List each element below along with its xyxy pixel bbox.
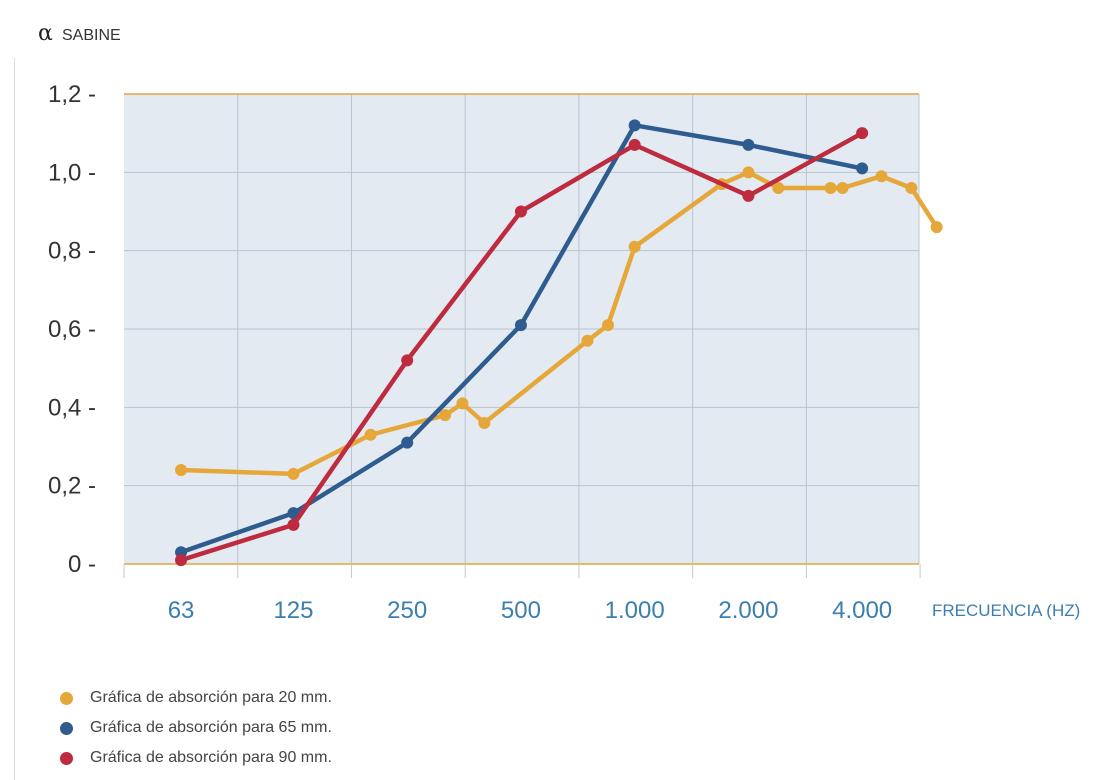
- x-tick-labels: 63 125 250 500 1.000 2.000 4.000: [168, 597, 892, 624]
- y-tick-label: 0,2 -: [48, 473, 96, 500]
- data-point: [742, 166, 755, 179]
- data-point: [364, 428, 377, 441]
- legend-item-65mm: Gráfica de absorción para 65 mm.: [60, 713, 332, 743]
- x-tick-label: 250: [387, 597, 427, 624]
- data-point: [930, 221, 943, 234]
- data-point: [175, 554, 188, 567]
- legend-marker-65mm: [60, 721, 73, 735]
- data-point: [514, 205, 527, 218]
- data-point: [401, 436, 414, 449]
- y-axis-label: SABINE: [62, 27, 121, 44]
- legend-label-65mm: Gráfica de absorción para 65 mm.: [90, 719, 332, 736]
- absorption-chart: α SABINE 0 - 0,2 - 0,4 - 0,6 - 0,8 - 1,0 - 1,2…: [38, 21, 1080, 624]
- legend-item-90mm: Gráfica de absorción para 90 mm.: [60, 743, 332, 773]
- data-point: [581, 334, 594, 347]
- legend-marker-90mm: [60, 751, 73, 765]
- data-point: [628, 138, 641, 151]
- data-point: [287, 507, 300, 520]
- y-tick-label: 0,6 -: [48, 316, 96, 343]
- legend: Gráfica de absorción para 20 mm. Gráfica…: [60, 683, 332, 773]
- x-tick-label: 125: [273, 597, 313, 624]
- data-point: [836, 182, 849, 194]
- y-tick-label: 0,4 -: [48, 394, 96, 421]
- x-tick-label: 63: [168, 597, 195, 624]
- data-point: [287, 467, 300, 480]
- data-point: [742, 189, 755, 202]
- x-tick-label: 2.000: [718, 597, 778, 624]
- data-point: [772, 182, 785, 194]
- data-point: [628, 119, 641, 132]
- data-point: [478, 417, 491, 429]
- data-point: [439, 409, 452, 422]
- data-point: [175, 464, 188, 476]
- data-point: [601, 319, 614, 332]
- x-tick-label: 4.000: [832, 597, 892, 624]
- legend-label-20mm: Gráfica de absorción para 20 mm.: [90, 689, 332, 706]
- y-tick-label: 1,0 -: [48, 159, 96, 186]
- data-point: [456, 397, 469, 410]
- data-point: [824, 182, 837, 194]
- data-point: [514, 319, 527, 332]
- data-point: [401, 354, 414, 367]
- alpha-symbol: α: [38, 21, 53, 46]
- data-point: [856, 127, 869, 140]
- y-tick-label: 1,2 -: [48, 81, 96, 108]
- y-axis-title: α SABINE: [38, 21, 121, 46]
- legend-marker-20mm: [60, 691, 73, 705]
- data-point: [742, 138, 755, 151]
- x-axis-label: FRECUENCIA (HZ): [932, 601, 1080, 620]
- axes: [123, 93, 921, 578]
- data-point: [905, 182, 918, 194]
- legend-item-20mm: Gráfica de absorción para 20 mm.: [60, 683, 332, 713]
- data-point: [628, 240, 641, 253]
- y-tick-label: 0,8 -: [48, 238, 96, 265]
- y-tick-labels: 0 - 0,2 - 0,4 - 0,6 - 0,8 - 1,0 - 1,2 -: [48, 81, 96, 578]
- data-point: [287, 518, 300, 531]
- x-tick-label: 1.000: [605, 597, 665, 624]
- legend-label-90mm: Gráfica de absorción para 90 mm.: [90, 749, 332, 766]
- x-tick-label: 500: [501, 597, 541, 624]
- y-tick-label: 0 -: [68, 551, 96, 578]
- left-border-line: [14, 58, 15, 780]
- series-2: [175, 127, 869, 567]
- series-lines: [175, 119, 943, 567]
- series-1: [175, 119, 869, 559]
- data-point: [856, 162, 869, 175]
- series-0: [175, 166, 943, 480]
- data-point: [875, 170, 888, 183]
